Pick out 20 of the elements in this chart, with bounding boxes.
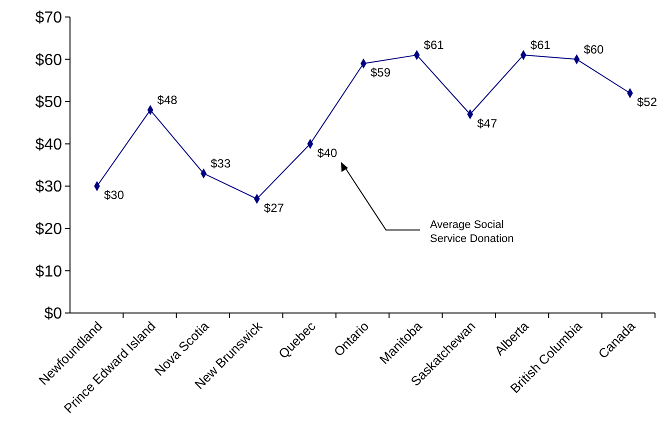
annotation: Average Social Service Donation xyxy=(430,219,514,245)
data-label: $60 xyxy=(584,42,604,56)
y-tick-label: $0 xyxy=(44,306,62,323)
y-tick-label: $10 xyxy=(35,263,62,280)
data-label: $30 xyxy=(104,188,124,202)
data-label: $27 xyxy=(264,200,284,215)
y-tick-label: $70 xyxy=(35,10,62,27)
data-label: $33 xyxy=(210,156,231,170)
data-label: $61 xyxy=(424,38,444,52)
data-label: $40 xyxy=(317,146,338,160)
y-tick-label: $50 xyxy=(35,94,62,112)
y-tick-label: $60 xyxy=(35,52,62,69)
data-label: $59 xyxy=(370,66,391,80)
y-tick-label: $20 xyxy=(35,221,62,238)
y-tick-label: $40 xyxy=(35,136,62,154)
data-label: $61 xyxy=(530,38,551,52)
data-label: $47 xyxy=(477,116,498,130)
data-label: $48 xyxy=(157,93,178,108)
data-label: $52 xyxy=(637,95,658,110)
y-tick-label: $30 xyxy=(35,178,62,196)
